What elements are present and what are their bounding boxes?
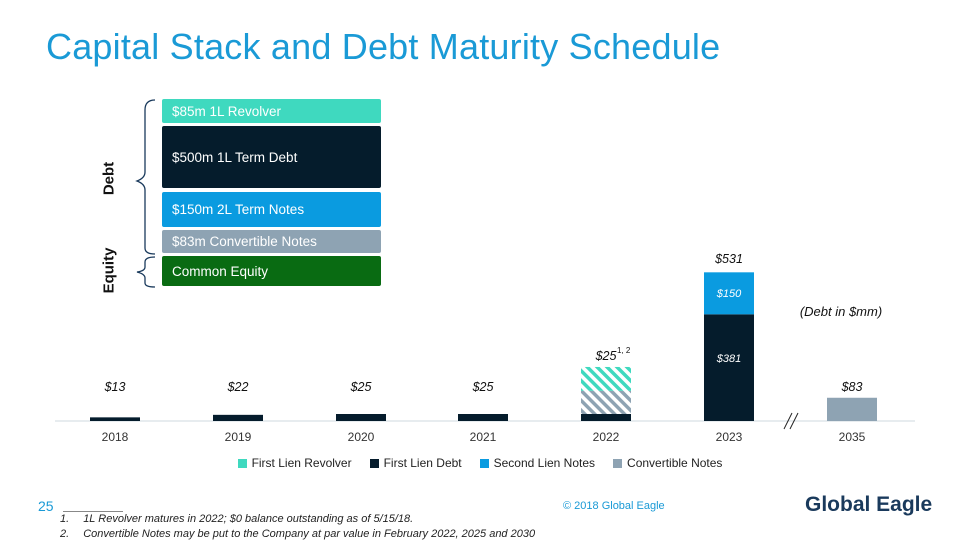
legend-swatch bbox=[613, 458, 623, 468]
bar-first-lien-debt bbox=[336, 414, 386, 421]
footnote-number: 1. bbox=[60, 513, 70, 525]
bar-first-lien-revolver bbox=[581, 366, 631, 391]
legend-swatch bbox=[237, 458, 247, 468]
footnotes: 1. 1L Revolver matures in 2022; $0 balan… bbox=[60, 512, 535, 542]
global-eagle-logo: Global Eagle bbox=[805, 493, 933, 516]
bar-total-label: $25 bbox=[595, 349, 617, 363]
bar-total-label: $25 bbox=[472, 380, 494, 394]
legend-swatch bbox=[369, 458, 379, 468]
bar-second-lien-notes bbox=[704, 272, 754, 315]
x-tick-label: 2021 bbox=[470, 430, 497, 444]
footnote: 1. 1L Revolver matures in 2022; $0 balan… bbox=[60, 512, 535, 527]
stack-block-term-debt: $500m 1L Term Debt bbox=[162, 126, 381, 188]
legend-label: Convertible Notes bbox=[627, 456, 723, 470]
stack-block-equity: Common Equity bbox=[162, 256, 381, 286]
debt-brace bbox=[135, 99, 156, 255]
x-tick-label: 2019 bbox=[225, 430, 252, 444]
stack-block-label: Common Equity bbox=[172, 263, 269, 279]
bar-convertible-notes bbox=[827, 397, 877, 421]
x-tick-label: 2035 bbox=[839, 430, 866, 444]
stack-block-revolver: $85m 1L Revolver bbox=[162, 99, 381, 123]
bar-total-label: $13 bbox=[104, 380, 126, 394]
bar-convertible-notes bbox=[581, 390, 631, 414]
page-number: 25 bbox=[38, 498, 54, 514]
x-tick-label: 2018 bbox=[102, 430, 129, 444]
page-title: Capital Stack and Debt Maturity Schedule bbox=[46, 26, 721, 67]
bar-total-label: $531 bbox=[714, 252, 743, 266]
copyright-text: © 2018 Global Eagle bbox=[563, 500, 665, 512]
bar-first-lien-debt bbox=[704, 314, 754, 421]
x-tick-label: 2020 bbox=[348, 430, 375, 444]
axis-break-mark bbox=[783, 412, 793, 430]
segment-label-first-lien: $381 bbox=[716, 353, 741, 365]
bar-first-lien-debt bbox=[581, 414, 631, 421]
x-tick-label: 2023 bbox=[716, 430, 743, 444]
bar-total-label: $83 bbox=[841, 380, 863, 394]
legend-item: Second Lien Notes bbox=[479, 456, 596, 470]
stack-block-label: $83m Convertible Notes bbox=[172, 234, 317, 249]
footnote-divider bbox=[63, 511, 123, 512]
legend-label: First Lien Revolver bbox=[251, 456, 352, 470]
stack-block-label: $85m 1L Revolver bbox=[172, 103, 282, 119]
bar-total-label: $22 bbox=[227, 380, 249, 394]
legend-swatch bbox=[479, 458, 489, 468]
stack-block-label: $500m 1L Term Debt bbox=[172, 149, 298, 165]
legend-label: Second Lien Notes bbox=[493, 456, 596, 470]
stack-block-2l-notes: $150m 2L Term Notes bbox=[162, 192, 381, 227]
bar-total-label: $25 bbox=[350, 380, 372, 394]
legend-item: First Lien Revolver bbox=[237, 456, 352, 470]
legend-item: Convertible Notes bbox=[613, 456, 722, 470]
equity-brace bbox=[136, 256, 156, 288]
legend-item: First Lien Debt bbox=[369, 456, 462, 470]
legend-label: First Lien Debt bbox=[383, 456, 462, 470]
debt-unit-annotation: (Debt in $mm) bbox=[800, 304, 882, 319]
bar-first-lien-debt bbox=[213, 414, 263, 421]
stack-block-label: $150m 2L Term Notes bbox=[172, 202, 305, 217]
bar-first-lien-debt bbox=[458, 414, 508, 421]
bar-first-lien-debt bbox=[90, 417, 140, 421]
footnote-number: 2. bbox=[60, 528, 70, 540]
footnote-text: Convertible Notes may be put to the Comp… bbox=[83, 528, 536, 540]
stack-block-convertible: $83m Convertible Notes bbox=[162, 230, 381, 253]
axis-break-mark bbox=[789, 412, 799, 430]
x-tick-label: 2022 bbox=[593, 430, 620, 444]
chart-legend: First Lien Revolver First Lien Debt Seco… bbox=[0, 456, 960, 470]
segment-label-second-lien: $150 bbox=[716, 288, 742, 300]
total-superscript: 1, 2 bbox=[617, 346, 631, 355]
footnote: 2. Convertible Notes may be put to the C… bbox=[60, 527, 535, 542]
footnote-text: 1L Revolver matures in 2022; $0 balance … bbox=[83, 513, 414, 525]
